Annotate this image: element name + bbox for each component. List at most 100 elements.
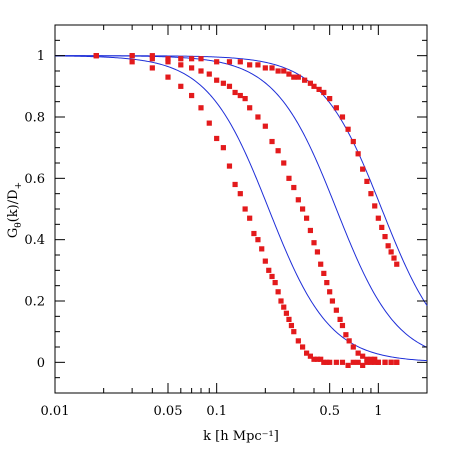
data-point-s1 bbox=[275, 289, 281, 295]
data-point-s2 bbox=[206, 71, 212, 77]
data-point-s1 bbox=[286, 316, 292, 322]
data-point-s2 bbox=[337, 316, 343, 322]
y-tick-labels: 0 0.2 0.4 0.6 0.8 1 bbox=[24, 49, 45, 371]
data-point-s1 bbox=[198, 105, 204, 111]
data-point-s1 bbox=[272, 280, 278, 286]
data-point-s1 bbox=[278, 298, 284, 304]
data-point-s1 bbox=[291, 329, 297, 335]
data-point-s3 bbox=[327, 96, 333, 102]
data-point-s1 bbox=[232, 181, 238, 188]
data-point-s2 bbox=[324, 280, 330, 286]
y-tick-label: 1 bbox=[37, 49, 45, 64]
data-point-s1 bbox=[242, 206, 248, 212]
y-axis-label-rest: (k)/D bbox=[6, 189, 21, 222]
data-point-s3 bbox=[291, 74, 297, 80]
data-point-s1 bbox=[345, 362, 351, 368]
y-tick-label: 0.4 bbox=[24, 233, 45, 248]
y-axis-label: Gθ(k)/D+ bbox=[6, 182, 24, 238]
data-point-s2 bbox=[364, 356, 370, 362]
data-point-s2 bbox=[368, 356, 374, 362]
data-point-s3 bbox=[391, 255, 397, 261]
data-point-s2 bbox=[343, 332, 349, 338]
y-tick-label: 0 bbox=[37, 356, 45, 371]
data-point-s3 bbox=[262, 65, 268, 71]
data-point-s2 bbox=[247, 105, 253, 111]
data-point-s2 bbox=[350, 344, 356, 350]
data-point-s2 bbox=[299, 206, 306, 212]
y-tick-label: 0.6 bbox=[24, 172, 45, 187]
data-point-s2 bbox=[329, 298, 336, 304]
data-point-s2 bbox=[255, 114, 261, 120]
data-point-s3 bbox=[255, 62, 261, 68]
y-axis-label-sub: θ bbox=[14, 222, 24, 227]
data-point-s2 bbox=[372, 356, 378, 362]
data-point-s1 bbox=[324, 359, 330, 365]
data-point-s3 bbox=[364, 178, 370, 184]
data-point-s2 bbox=[307, 227, 313, 234]
data-point-s3 bbox=[339, 114, 346, 120]
x-tick-label: 0.05 bbox=[154, 404, 183, 419]
data-point-s1 bbox=[333, 359, 339, 365]
data-point-s2 bbox=[165, 59, 171, 65]
data-point-s2 bbox=[237, 92, 243, 99]
data-point-s1 bbox=[266, 267, 272, 273]
data-point-s1 bbox=[372, 359, 378, 365]
data-point-s1 bbox=[129, 59, 135, 65]
data-point-s3 bbox=[311, 83, 317, 89]
data-point-s2 bbox=[339, 322, 346, 329]
data-point-s3 bbox=[129, 53, 135, 59]
data-point-s3 bbox=[302, 77, 308, 83]
y-tick-label: 0.2 bbox=[24, 295, 45, 310]
plot-frame bbox=[54, 24, 428, 394]
data-point-s2 bbox=[304, 215, 310, 221]
axis-ticks bbox=[54, 24, 428, 394]
data-point-s2 bbox=[318, 261, 324, 267]
data-point-s1 bbox=[339, 359, 346, 365]
data-point-s3 bbox=[394, 261, 400, 267]
data-point-s3 bbox=[214, 59, 220, 65]
data-point-s2 bbox=[291, 184, 297, 191]
data-point-s3 bbox=[269, 65, 275, 71]
data-point-s3 bbox=[198, 56, 204, 62]
data-point-s2 bbox=[149, 56, 155, 62]
data-point-s3 bbox=[226, 59, 233, 65]
data-point-s3 bbox=[388, 249, 394, 255]
data-point-s2 bbox=[226, 83, 233, 89]
data-point-s2 bbox=[198, 68, 204, 74]
data-point-s2 bbox=[382, 359, 388, 365]
data-point-s1 bbox=[251, 230, 257, 237]
data-point-s1 bbox=[350, 359, 356, 365]
data-point-s2 bbox=[333, 307, 339, 313]
data-point-s2 bbox=[311, 240, 317, 246]
x-axis-label: k [h Mpc⁻¹] bbox=[203, 429, 279, 444]
data-point-s1 bbox=[295, 338, 301, 344]
data-point-s2 bbox=[262, 123, 268, 129]
data-point-s2 bbox=[275, 148, 281, 154]
data-point-s2 bbox=[220, 80, 226, 86]
data-point-s3 bbox=[275, 68, 281, 74]
data-point-s2 bbox=[327, 289, 333, 295]
data-point-s1 bbox=[304, 350, 310, 356]
data-point-s1 bbox=[226, 163, 233, 169]
data-point-s3 bbox=[237, 59, 243, 65]
data-point-s1 bbox=[214, 135, 220, 142]
data-point-s3 bbox=[350, 138, 356, 145]
data-point-s1 bbox=[255, 237, 261, 243]
data-point-s2 bbox=[178, 62, 184, 68]
data-point-s3 bbox=[379, 224, 385, 230]
data-point-s2 bbox=[214, 77, 220, 83]
data-point-s3 bbox=[355, 151, 361, 157]
data-point-s1 bbox=[149, 65, 155, 71]
data-point-s3 bbox=[189, 56, 195, 62]
x-tick-label: 0.01 bbox=[41, 404, 70, 419]
data-point-s2 bbox=[346, 338, 352, 344]
x-tick-label: 0.1 bbox=[206, 404, 227, 419]
data-point-s1 bbox=[307, 353, 313, 359]
data-point-s1 bbox=[165, 74, 171, 80]
data-point-s1 bbox=[283, 310, 289, 316]
data-point-s1 bbox=[360, 362, 366, 368]
data-point-s3 bbox=[281, 68, 287, 74]
data-point-s3 bbox=[286, 71, 292, 77]
y-axis-label-main: G bbox=[6, 228, 21, 238]
data-point-s1 bbox=[318, 356, 324, 362]
